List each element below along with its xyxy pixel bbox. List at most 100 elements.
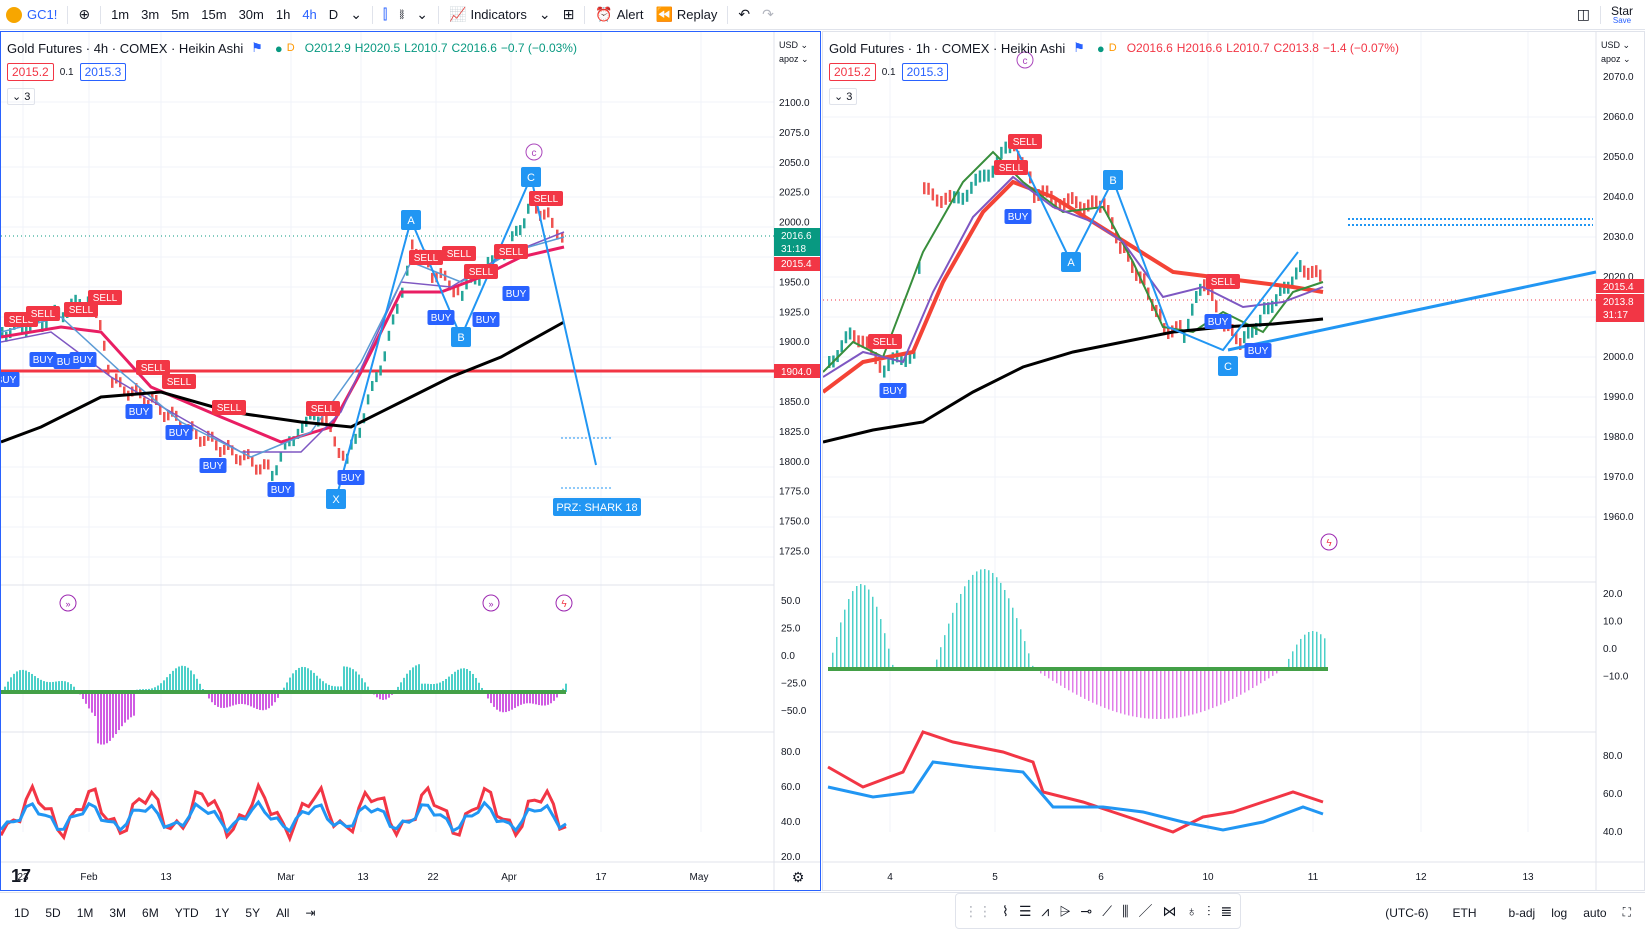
- save-layout-button[interactable]: Star Save: [1605, 0, 1645, 30]
- buy-signal-11[interactable]: BUY: [506, 289, 527, 300]
- indicators-collapse-button[interactable]: ⌄ 3: [829, 88, 858, 105]
- sell-signal-3[interactable]: SELL: [93, 293, 118, 304]
- buy-signal-7[interactable]: BUY: [271, 485, 292, 496]
- currency-label[interactable]: USD ⌄: [1601, 40, 1630, 50]
- fib-tool-icon[interactable]: ⩥: [1059, 902, 1071, 919]
- pattern-label-x[interactable]: X: [332, 494, 340, 506]
- sell-signal-0[interactable]: SELL: [873, 337, 898, 348]
- sell-signal-1[interactable]: SELL: [31, 309, 56, 320]
- date-range-button[interactable]: ⇥: [297, 906, 323, 920]
- buy-signal-1[interactable]: BUY: [33, 355, 54, 366]
- undo-button[interactable]: ↶: [732, 0, 756, 30]
- interval-15m[interactable]: 15m: [201, 7, 227, 22]
- path-tool-icon[interactable]: ⌇: [1002, 902, 1009, 919]
- sell-signal-11[interactable]: SELL: [534, 194, 559, 205]
- indicators-button[interactable]: 📈 Indicators: [443, 0, 533, 30]
- flag-icon[interactable]: ⚑: [1073, 40, 1085, 55]
- earnings-event-icon[interactable]: [555, 594, 573, 612]
- sell-signal-2[interactable]: SELL: [69, 305, 94, 316]
- drag-handle-icon[interactable]: ⋮⋮: [964, 902, 992, 919]
- fullscreen-button[interactable]: ⛶: [1615, 905, 1645, 920]
- range-all[interactable]: All: [276, 905, 290, 920]
- symbol-search[interactable]: GC1!: [0, 0, 63, 30]
- indicators-collapse-button[interactable]: ⌄ 3: [7, 88, 36, 105]
- auto-toggle[interactable]: auto: [1583, 905, 1607, 920]
- replay-button[interactable]: ⏪ Replay: [649, 0, 723, 30]
- sell-signal-1[interactable]: SELL: [999, 163, 1024, 174]
- chart-settings-icon[interactable]: ⚙: [792, 869, 805, 885]
- sell-price-badge[interactable]: 2015.2: [7, 63, 54, 81]
- interval-dropdown[interactable]: ⌄: [344, 0, 368, 30]
- sell-signal-5[interactable]: SELL: [167, 377, 192, 388]
- sell-signal-3[interactable]: SELL: [1211, 277, 1236, 288]
- interval-1h[interactable]: 1h: [275, 7, 291, 22]
- right-chart-canvas[interactable]: USD ⌄ apoz ⌄ 2070.0 2060.0 2050.0 2040.0 2030.…: [823, 32, 1645, 891]
- sell-signal-12[interactable]: SELL: [311, 404, 336, 415]
- left-chart-pane[interactable]: USD ⌄ apoz ⌄ 2100.0 2075.0 2050.0 2025.0 2000.…: [0, 31, 821, 891]
- buy-signal-4[interactable]: BUY: [129, 407, 150, 418]
- log-toggle[interactable]: log: [1551, 905, 1568, 920]
- sell-signal-0[interactable]: SELL: [9, 315, 34, 326]
- buy-signal-10[interactable]: BUY: [476, 315, 497, 326]
- left-chart-canvas[interactable]: USD ⌄ apoz ⌄ 2100.0 2075.0 2050.0 2025.0 2000.…: [1, 32, 821, 891]
- cycle-tool-icon[interactable]: ♁: [1186, 903, 1198, 919]
- tradingview-logo[interactable]: 17: [11, 866, 31, 886]
- buy-signal-0[interactable]: BUY: [883, 386, 904, 397]
- range-1m[interactable]: 1M: [76, 905, 94, 920]
- line-tool-icon[interactable]: ／: [1138, 903, 1153, 919]
- layout-toggle-button[interactable]: ◫: [1571, 0, 1596, 30]
- alert-button[interactable]: ⏰ Alert: [589, 0, 649, 30]
- redo-button[interactable]: ↷: [756, 0, 780, 30]
- pattern-label-a[interactable]: A: [1067, 257, 1075, 269]
- pattern-label-a[interactable]: A: [407, 215, 415, 227]
- buy-signal-3[interactable]: BUY: [1248, 346, 1269, 357]
- interval-5m[interactable]: 5m: [171, 7, 190, 22]
- interval-4h[interactable]: 4h: [302, 7, 317, 22]
- range-5d[interactable]: 5D: [45, 905, 61, 920]
- pattern-tool-icon[interactable]: ⩘: [1041, 902, 1050, 919]
- sell-signal-2[interactable]: SELL: [1013, 137, 1038, 148]
- indicators-dropdown[interactable]: ⌄: [533, 0, 557, 30]
- trend-line-icon[interactable]: ⟋: [1102, 902, 1113, 919]
- dividend-event-icon[interactable]: [482, 594, 500, 612]
- range-5y[interactable]: 5Y: [245, 905, 261, 920]
- left-chart-title[interactable]: Gold Futures · 4h · COMEX · Heikin Ashi: [7, 40, 244, 56]
- buy-signal-5[interactable]: BUY: [169, 428, 190, 439]
- buy-signal-8[interactable]: BUY: [341, 473, 362, 484]
- prz-label[interactable]: PRZ: SHARK 18: [556, 502, 637, 514]
- range-ytd[interactable]: YTD: [174, 905, 199, 920]
- buy-signal-2[interactable]: BUY: [57, 357, 78, 368]
- buy-signal-3[interactable]: BUY: [73, 355, 94, 366]
- flag-icon[interactable]: ⚑: [251, 40, 263, 55]
- buy-signal-0[interactable]: BUY: [1, 375, 17, 386]
- pattern-label-c[interactable]: C: [527, 172, 535, 184]
- horizontal-ray-icon[interactable]: ⊸: [1080, 902, 1093, 919]
- interval-1m[interactable]: 1m: [111, 7, 130, 22]
- settings-lines-icon[interactable]: ≣: [1220, 902, 1233, 919]
- currency-label[interactable]: USD ⌄: [779, 40, 808, 50]
- interval-d[interactable]: D: [328, 7, 339, 22]
- right-chart-title[interactable]: Gold Futures · 1h · COMEX · Heikin Ashi: [829, 40, 1066, 56]
- sell-price-badge[interactable]: 2015.2: [829, 63, 876, 81]
- range-1d[interactable]: 1D: [14, 905, 30, 920]
- right-chart-pane[interactable]: USD ⌄ apoz ⌄ 2070.0 2060.0 2050.0 2040.0 2030.…: [822, 31, 1645, 891]
- timezone-button[interactable]: (UTC-6): [1385, 905, 1429, 920]
- range-3m[interactable]: 3M: [109, 905, 127, 920]
- range-1y[interactable]: 1Y: [214, 905, 230, 920]
- session-button[interactable]: ETH: [1452, 905, 1477, 920]
- bar-style-button[interactable]: ⫿: [377, 0, 393, 30]
- sell-signal-8[interactable]: SELL: [447, 249, 472, 260]
- bars-tool-icon[interactable]: ⫼: [1122, 902, 1129, 919]
- pattern-label-b[interactable]: B: [457, 332, 464, 344]
- pattern-label-b[interactable]: B: [1109, 175, 1116, 187]
- dividend-event-icon[interactable]: [59, 594, 77, 612]
- xabcd-tool-icon[interactable]: ⋈: [1162, 902, 1177, 919]
- scale-mode-label[interactable]: apoz ⌄: [779, 54, 809, 64]
- chart-type-button[interactable]: ⧚: [393, 0, 410, 30]
- pattern-label-c[interactable]: C: [1224, 361, 1232, 373]
- badj-toggle[interactable]: b-adj: [1508, 905, 1536, 920]
- buy-signal-6[interactable]: BUY: [203, 461, 224, 472]
- interval-30m[interactable]: 30m: [238, 7, 264, 22]
- buy-price-badge[interactable]: 2015.3: [79, 63, 127, 81]
- buy-price-badge[interactable]: 2015.3: [901, 63, 949, 81]
